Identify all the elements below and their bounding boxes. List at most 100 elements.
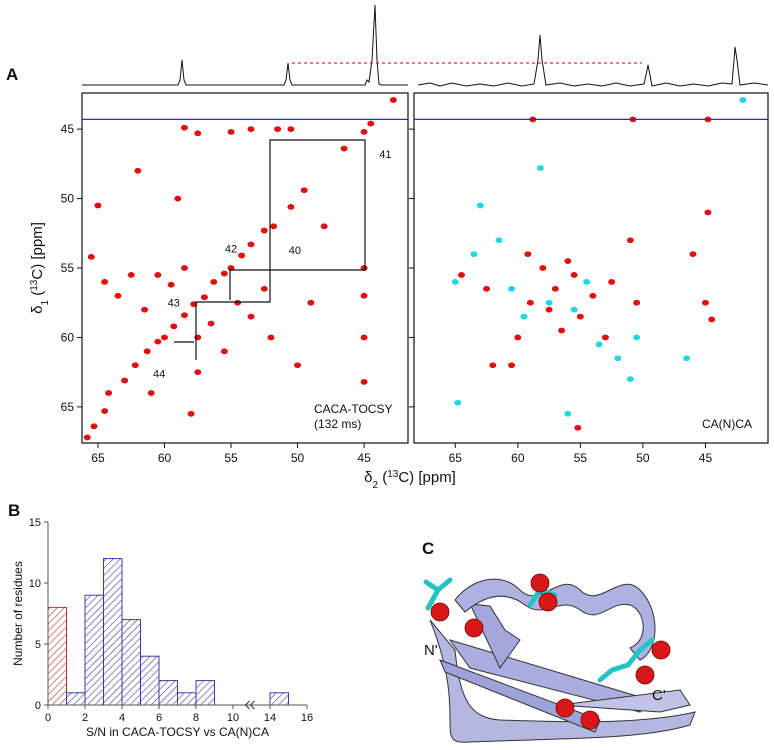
peak — [247, 126, 255, 133]
x-tick-label: 45 — [699, 451, 713, 465]
peak — [127, 272, 135, 278]
peak — [360, 334, 368, 341]
x-tick-label: 50 — [291, 451, 305, 465]
peak — [87, 253, 95, 260]
peak — [576, 313, 584, 320]
peak — [200, 294, 208, 301]
peak — [601, 334, 609, 341]
peak — [608, 278, 616, 285]
peak — [545, 299, 553, 306]
peak — [210, 278, 218, 285]
peak — [174, 195, 182, 202]
y-tick-label: 55 — [61, 261, 75, 275]
peak — [689, 251, 697, 258]
peak — [589, 292, 597, 299]
peak — [551, 285, 559, 292]
x-tick-label: 65 — [449, 451, 463, 465]
peak — [260, 285, 268, 292]
panel-note: (132 ms) — [314, 417, 361, 431]
peak — [220, 270, 228, 277]
peak — [360, 292, 368, 299]
histogram-bar — [121, 619, 141, 706]
peak — [340, 145, 348, 152]
histogram-bar — [47, 606, 67, 706]
y-axis-title-part: 1 — [40, 300, 51, 306]
peak — [389, 97, 397, 103]
peak — [708, 316, 716, 323]
panel-label: C — [422, 539, 434, 558]
x-tick-label: 4 — [119, 712, 125, 724]
x-tick-label: 65 — [91, 451, 105, 465]
peak — [495, 237, 503, 244]
histogram-bar — [66, 692, 86, 706]
peak — [227, 128, 235, 135]
peak — [683, 355, 691, 362]
peak — [570, 306, 578, 313]
peak — [536, 165, 544, 171]
peak — [508, 362, 516, 369]
x-tick-label: 60 — [158, 451, 172, 465]
peak — [633, 299, 641, 306]
peak — [260, 227, 268, 234]
peak — [558, 327, 566, 334]
x-axis-title-part: 13 — [387, 469, 399, 480]
peak — [701, 299, 709, 306]
x-tick-label: 50 — [636, 451, 650, 465]
peak — [287, 126, 295, 133]
peak — [514, 334, 522, 341]
x-tick-label: 8 — [193, 712, 199, 724]
peak — [626, 376, 634, 383]
peak — [121, 377, 129, 384]
peak — [508, 285, 516, 292]
y-tick-label: 0 — [35, 700, 41, 712]
peak — [154, 338, 162, 345]
peak-annotation: 42 — [225, 244, 237, 256]
peak — [633, 334, 641, 341]
y-tick-label: 15 — [29, 517, 41, 529]
plot-frame — [413, 92, 769, 444]
peak-annotation: 41 — [379, 149, 391, 161]
n-terminus-label: N' — [424, 642, 438, 659]
peak — [489, 362, 497, 369]
peak — [320, 223, 328, 230]
x-tick-label: 60 — [511, 451, 525, 465]
peak — [564, 258, 572, 264]
peak — [234, 299, 242, 306]
plot-frame — [81, 92, 409, 444]
peak — [160, 334, 168, 341]
peak — [220, 348, 228, 355]
y-axis-title-part: C) [ppm] — [29, 222, 46, 280]
peak — [194, 369, 202, 376]
peak-annotation: 44 — [153, 369, 165, 381]
x-axis-title-part: 2 — [372, 480, 378, 491]
panel-label: A — [6, 65, 18, 84]
trace-1d — [82, 4, 408, 86]
peak — [207, 320, 215, 327]
peak — [147, 390, 155, 396]
peak — [574, 424, 582, 431]
x-tick-label: 55 — [224, 451, 238, 465]
y-tick-label: 60 — [61, 330, 75, 344]
peak — [274, 126, 282, 133]
peak — [94, 202, 102, 209]
peak — [83, 434, 91, 441]
histogram-bar — [177, 692, 197, 706]
peak — [134, 167, 142, 174]
y-tick-label: 5 — [35, 639, 41, 651]
peak — [101, 278, 109, 285]
peak — [154, 272, 162, 278]
peak — [180, 265, 188, 271]
peak — [194, 130, 202, 137]
c-terminus-label: C' — [652, 687, 666, 704]
peak — [270, 223, 278, 230]
panel-note: CACA-TOCSY — [314, 402, 392, 416]
peak — [101, 408, 109, 414]
peak — [626, 237, 634, 244]
peak — [143, 348, 151, 355]
x-tick-label: 0 — [45, 712, 51, 724]
peak — [105, 390, 113, 396]
peak — [483, 285, 491, 292]
peak — [367, 120, 375, 127]
histogram-bar — [269, 692, 289, 706]
